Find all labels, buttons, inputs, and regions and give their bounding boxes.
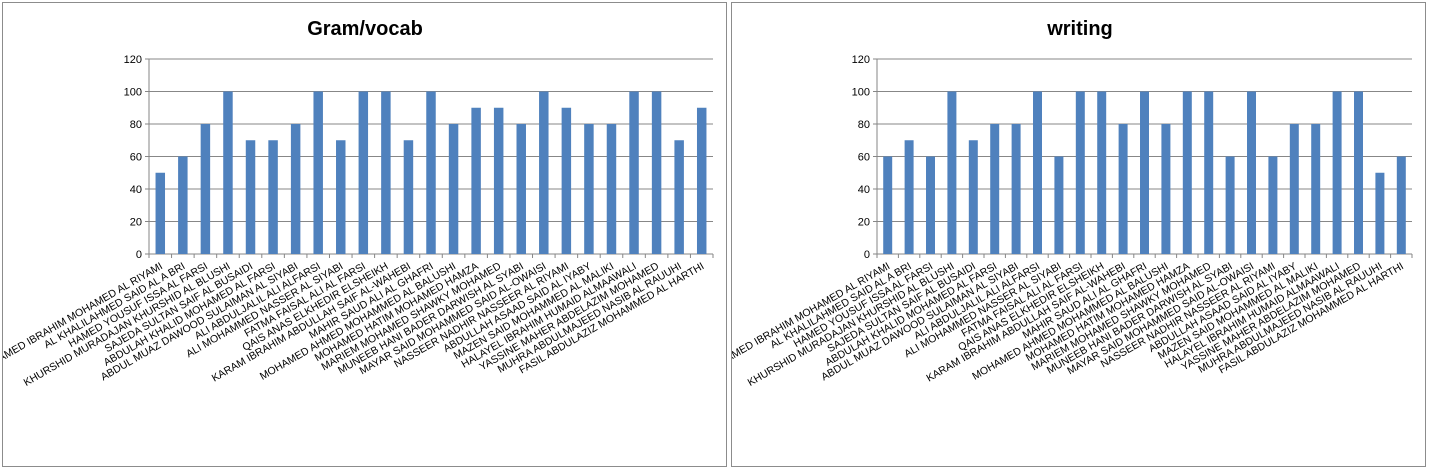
bar-gram-vocab-4 [223, 91, 233, 254]
bar-gram-vocab-11 [381, 91, 391, 254]
bar-gram-vocab-17 [516, 124, 526, 254]
bar-writing-6 [990, 124, 1000, 254]
y-tick-label: 20 [858, 217, 870, 229]
y-tick-label: 40 [858, 184, 870, 196]
bar-gram-vocab-25 [696, 107, 707, 254]
bar-gram-vocab-16 [493, 107, 504, 254]
chart-panel-writing: writing 0 20 40 60 80 100 120 AMED IBRAHIM MOHAM… [731, 2, 1426, 467]
y-tick-label: 100 [852, 87, 870, 99]
bar-gram-vocab-22 [629, 91, 639, 254]
bar-writing-17 [1225, 156, 1235, 254]
bar-gram-vocab-24 [674, 140, 684, 254]
bar-gram-vocab-10 [358, 91, 369, 254]
bar-gram-vocab-12 [403, 140, 414, 254]
y-tick-label: 40 [130, 184, 142, 196]
bar-gram-vocab-2 [178, 156, 188, 254]
y-tick-label: 80 [858, 119, 870, 131]
bar-writing-21 [1311, 124, 1321, 254]
bar-writing-20 [1289, 124, 1299, 254]
y-tick-label: 20 [130, 217, 142, 229]
bar-writing-10 [1075, 91, 1085, 254]
bar-writing-13 [1140, 91, 1149, 254]
bar-gram-vocab-21 [606, 124, 617, 254]
bar-writing-14 [1161, 124, 1171, 254]
bar-gram-vocab-7 [290, 124, 301, 254]
bar-writing-11 [1097, 91, 1107, 254]
bar-gram-vocab-5 [245, 140, 256, 254]
chart-panel-gram-vocab: Gram/vocab 0 20 40 60 80 100 120 AMED IBRAHIM MO… [2, 2, 727, 467]
bar-writing-24 [1375, 172, 1385, 254]
y-tick-label: 120 [124, 54, 142, 66]
y-tick-label: 120 [852, 54, 870, 66]
bar-writing-2 [904, 140, 914, 254]
bar-gram-vocab-9 [336, 140, 346, 254]
bar-writing-18 [1247, 91, 1256, 254]
bar-gram-vocab-15 [471, 107, 481, 254]
bar-writing-25 [1396, 156, 1406, 254]
bar-writing-23 [1354, 91, 1363, 254]
bar-writing-19 [1268, 156, 1278, 254]
chart-title: writing [1046, 18, 1113, 40]
bar-writing-1 [883, 156, 893, 254]
bar-gram-vocab-13 [426, 91, 436, 254]
bar-writing-16 [1204, 91, 1214, 254]
y-tick-label: 60 [130, 152, 142, 164]
bar-writing-8 [1033, 91, 1042, 254]
y-tick-label: 0 [864, 249, 870, 261]
chart-title: Gram/vocab [307, 18, 423, 40]
bar-gram-vocab-20 [584, 124, 594, 254]
bar-gram-vocab-6 [268, 140, 278, 254]
bar-writing-22 [1332, 91, 1342, 254]
bar-gram-vocab-3 [200, 124, 211, 254]
bar-gram-vocab-1 [155, 172, 166, 254]
bar-writing-9 [1054, 156, 1064, 254]
bar-writing-4 [947, 91, 957, 254]
y-tick-label: 100 [124, 87, 142, 99]
bar-writing-3 [926, 156, 935, 254]
bar-gram-vocab-23 [651, 91, 662, 254]
y-tick-label: 80 [130, 119, 142, 131]
bar-gram-vocab-18 [539, 91, 549, 254]
bar-gram-vocab-14 [448, 124, 459, 254]
y-tick-label: 60 [858, 152, 870, 164]
y-tick-label: 0 [136, 249, 142, 261]
bar-writing-12 [1118, 124, 1128, 254]
bar-writing-5 [968, 140, 978, 254]
bar-gram-vocab-19 [561, 107, 572, 254]
bar-writing-7 [1011, 124, 1021, 254]
bar-gram-vocab-8 [313, 91, 323, 254]
bar-writing-15 [1182, 91, 1192, 254]
